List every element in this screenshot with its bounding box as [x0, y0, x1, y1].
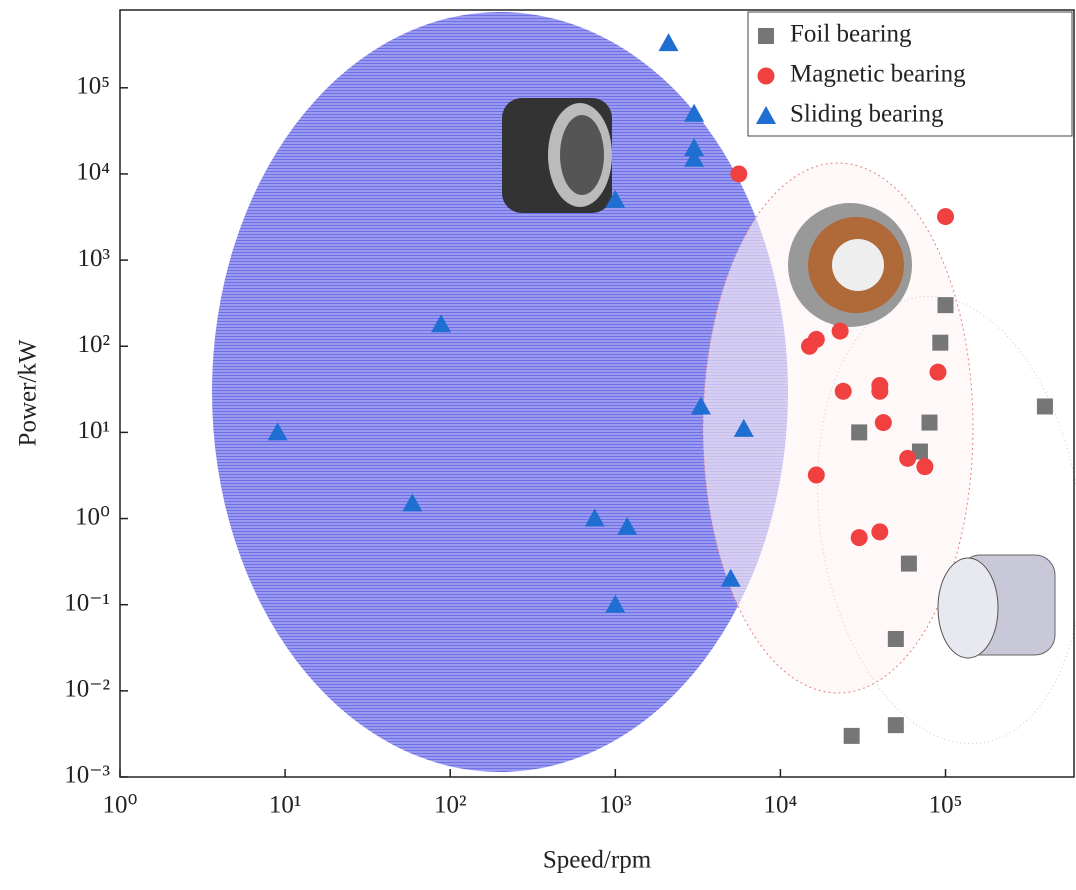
x-tick-label: 10⁵	[929, 792, 963, 819]
marker	[605, 189, 626, 208]
x-axis-title: Speed/rpm	[543, 847, 652, 874]
marker	[932, 334, 949, 351]
legend-marker	[756, 106, 776, 124]
marker	[617, 516, 638, 535]
magnetic-bearing-image	[788, 203, 912, 327]
marker	[658, 33, 679, 52]
legend-label: Foil bearing	[790, 21, 912, 48]
marker	[871, 523, 889, 541]
marker	[850, 529, 868, 547]
marker	[431, 314, 452, 333]
marker	[720, 568, 741, 587]
marker	[871, 382, 889, 400]
marker	[402, 493, 423, 512]
marker	[916, 458, 934, 476]
y-tick-label: 10²	[78, 331, 111, 358]
marker	[929, 363, 947, 381]
marker	[851, 424, 868, 441]
y-tick-label: 10¹	[78, 417, 111, 444]
x-tick-label: 10⁴	[764, 792, 798, 819]
y-tick-label: 10⁵	[76, 73, 110, 100]
marker	[1036, 398, 1053, 415]
y-tick-label: 10⁻²	[64, 676, 110, 703]
y-tick-label: 10⁻³	[64, 762, 110, 789]
marker	[874, 414, 892, 432]
marker	[807, 466, 825, 484]
legend-marker	[758, 28, 774, 44]
marker	[899, 449, 917, 467]
marker	[887, 630, 904, 647]
y-tick-label: 10⁴	[76, 159, 110, 186]
y-tick-label: 10⁰	[75, 503, 110, 530]
marker	[584, 508, 605, 527]
foil-bearing-image	[937, 554, 1056, 659]
marker	[690, 396, 711, 415]
marker	[684, 148, 705, 167]
x-tick-label: 10¹	[269, 792, 302, 819]
x-tick-label: 10³	[599, 792, 632, 819]
y-axis-title: Power/kW	[15, 339, 42, 446]
marker	[911, 443, 928, 460]
sliding-region	[212, 12, 788, 772]
marker	[605, 594, 626, 613]
legend-label: Sliding bearing	[790, 101, 944, 128]
marker	[831, 322, 849, 340]
marker	[937, 297, 954, 314]
marker	[843, 727, 860, 744]
marker	[684, 103, 705, 122]
legend-marker	[757, 67, 775, 85]
y-tick-label: 10⁻¹	[64, 589, 110, 616]
y-tick-label: 10³	[78, 245, 111, 272]
marker	[921, 414, 938, 431]
legend-label: Magnetic bearing	[790, 61, 966, 88]
marker	[937, 208, 955, 226]
x-tick-label: 10⁰	[102, 792, 137, 819]
sliding-bearing-image	[502, 98, 612, 213]
marker	[267, 422, 288, 441]
marker	[834, 382, 852, 400]
marker	[900, 555, 917, 572]
legend: Foil bearing Magnetic bearing Sliding bear…	[747, 11, 1073, 137]
marker	[807, 330, 825, 348]
marker	[684, 138, 705, 157]
marker	[887, 717, 904, 734]
legend-box	[747, 11, 1073, 137]
x-tick-label: 10²	[434, 792, 467, 819]
marker	[730, 165, 748, 183]
marker	[733, 418, 754, 437]
plot-frame	[119, 9, 1075, 778]
